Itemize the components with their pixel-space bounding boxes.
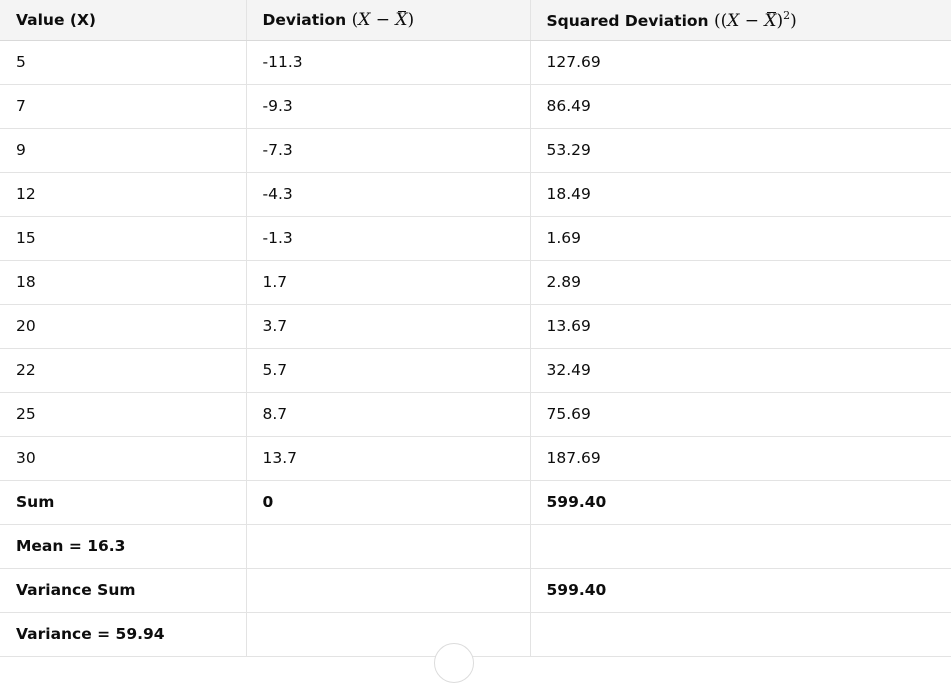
deviation-formula-minus: − bbox=[370, 9, 396, 30]
value-cell: 9 bbox=[0, 128, 247, 173]
squared-formula-open: (( bbox=[713, 10, 728, 31]
squared-cell: 86.49 bbox=[530, 84, 951, 129]
value-cell: 18 bbox=[0, 260, 247, 305]
header-row: Value (X) Deviation (X − X) Squared Devi… bbox=[0, 0, 951, 41]
squared-formula-x: X bbox=[727, 10, 740, 31]
variance-empty-cell bbox=[246, 612, 531, 657]
table-row: 12 -4.3 18.49 bbox=[0, 172, 951, 217]
deviation-cell: 13.7 bbox=[246, 436, 531, 481]
scroll-down-button[interactable] bbox=[434, 643, 474, 683]
sum-deviation: 0 bbox=[246, 480, 531, 525]
squared-formula-close: ) bbox=[776, 10, 784, 31]
value-cell: 30 bbox=[0, 436, 247, 481]
deviation-cell: -7.3 bbox=[246, 128, 531, 173]
header-squared-label: Squared Deviation bbox=[546, 11, 714, 30]
table-row: 18 1.7 2.89 bbox=[0, 260, 951, 305]
header-deviation-label: Deviation bbox=[262, 10, 352, 29]
mean-empty-cell bbox=[530, 524, 951, 569]
squared-cell: 13.69 bbox=[530, 304, 951, 349]
table-row: 15 -1.3 1.69 bbox=[0, 216, 951, 261]
variance-sum-row: Variance Sum 599.40 bbox=[0, 568, 951, 613]
value-cell: 12 bbox=[0, 172, 247, 217]
header-squared-deviation: Squared Deviation ((X − X)2) bbox=[530, 0, 951, 41]
squared-cell: 2.89 bbox=[530, 260, 951, 305]
variance-sum-empty-cell bbox=[246, 568, 531, 613]
value-cell: 7 bbox=[0, 84, 247, 129]
value-cell: 5 bbox=[0, 40, 247, 85]
table-header: Value (X) Deviation (X − X) Squared Devi… bbox=[0, 0, 951, 41]
value-cell: 22 bbox=[0, 348, 247, 393]
mean-empty-cell bbox=[246, 524, 531, 569]
squared-formula: ((X − X)2) bbox=[713, 8, 797, 31]
mean-row: Mean = 16.3 bbox=[0, 524, 951, 569]
deviation-cell: -9.3 bbox=[246, 84, 531, 129]
deviation-cell: 8.7 bbox=[246, 392, 531, 437]
table-row: 20 3.7 13.69 bbox=[0, 304, 951, 349]
deviation-cell: -1.3 bbox=[246, 216, 531, 261]
squared-cell: 32.49 bbox=[530, 348, 951, 393]
variance-sum-label: Variance Sum bbox=[0, 568, 247, 613]
variance-row: Variance = 59.94 bbox=[0, 612, 951, 657]
squared-cell: 75.69 bbox=[530, 392, 951, 437]
deviation-cell: -4.3 bbox=[246, 172, 531, 217]
variance-table: Value (X) Deviation (X − X) Squared Devi… bbox=[0, 0, 951, 657]
table-body: 5 -11.3 127.69 7 -9.3 86.49 9 -7.3 53.29 12 -4.… bbox=[0, 40, 951, 657]
value-cell: 25 bbox=[0, 392, 247, 437]
table-row: 9 -7.3 53.29 bbox=[0, 128, 951, 173]
table-row: 22 5.7 32.49 bbox=[0, 348, 951, 393]
deviation-formula-xbar: X bbox=[395, 9, 408, 30]
sum-row: Sum 0 599.40 bbox=[0, 480, 951, 525]
deviation-cell: 1.7 bbox=[246, 260, 531, 305]
mean-label: Mean = 16.3 bbox=[0, 524, 247, 569]
deviation-formula: (X − X) bbox=[352, 10, 415, 30]
squared-cell: 127.69 bbox=[530, 40, 951, 85]
squared-cell: 53.29 bbox=[530, 128, 951, 173]
squared-cell: 18.49 bbox=[530, 172, 951, 217]
value-cell: 15 bbox=[0, 216, 247, 261]
table-row: 25 8.7 75.69 bbox=[0, 392, 951, 437]
squared-formula-xbar: X bbox=[764, 10, 777, 31]
sum-squared: 599.40 bbox=[530, 480, 951, 525]
deviation-formula-close: ) bbox=[407, 9, 415, 30]
deviation-formula-x: X bbox=[358, 9, 371, 30]
header-deviation: Deviation (X − X) bbox=[246, 0, 531, 41]
squared-formula-end: ) bbox=[790, 10, 797, 31]
sum-label: Sum bbox=[0, 480, 247, 525]
deviation-cell: 3.7 bbox=[246, 304, 531, 349]
header-value: Value (X) bbox=[0, 0, 247, 41]
value-cell: 20 bbox=[0, 304, 247, 349]
table-row: 5 -11.3 127.69 bbox=[0, 40, 951, 85]
squared-formula-power: 2 bbox=[783, 8, 791, 22]
table-row: 30 13.7 187.69 bbox=[0, 436, 951, 481]
squared-cell: 1.69 bbox=[530, 216, 951, 261]
deviation-cell: 5.7 bbox=[246, 348, 531, 393]
squared-cell: 187.69 bbox=[530, 436, 951, 481]
variance-label: Variance = 59.94 bbox=[0, 612, 247, 657]
squared-formula-minus: − bbox=[739, 10, 765, 31]
variance-empty-cell bbox=[530, 612, 951, 657]
table-row: 7 -9.3 86.49 bbox=[0, 84, 951, 129]
deviation-cell: -11.3 bbox=[246, 40, 531, 85]
header-value-label: Value (X) bbox=[16, 10, 96, 29]
deviation-formula-open: ( bbox=[351, 9, 359, 30]
variance-sum-squared: 599.40 bbox=[530, 568, 951, 613]
